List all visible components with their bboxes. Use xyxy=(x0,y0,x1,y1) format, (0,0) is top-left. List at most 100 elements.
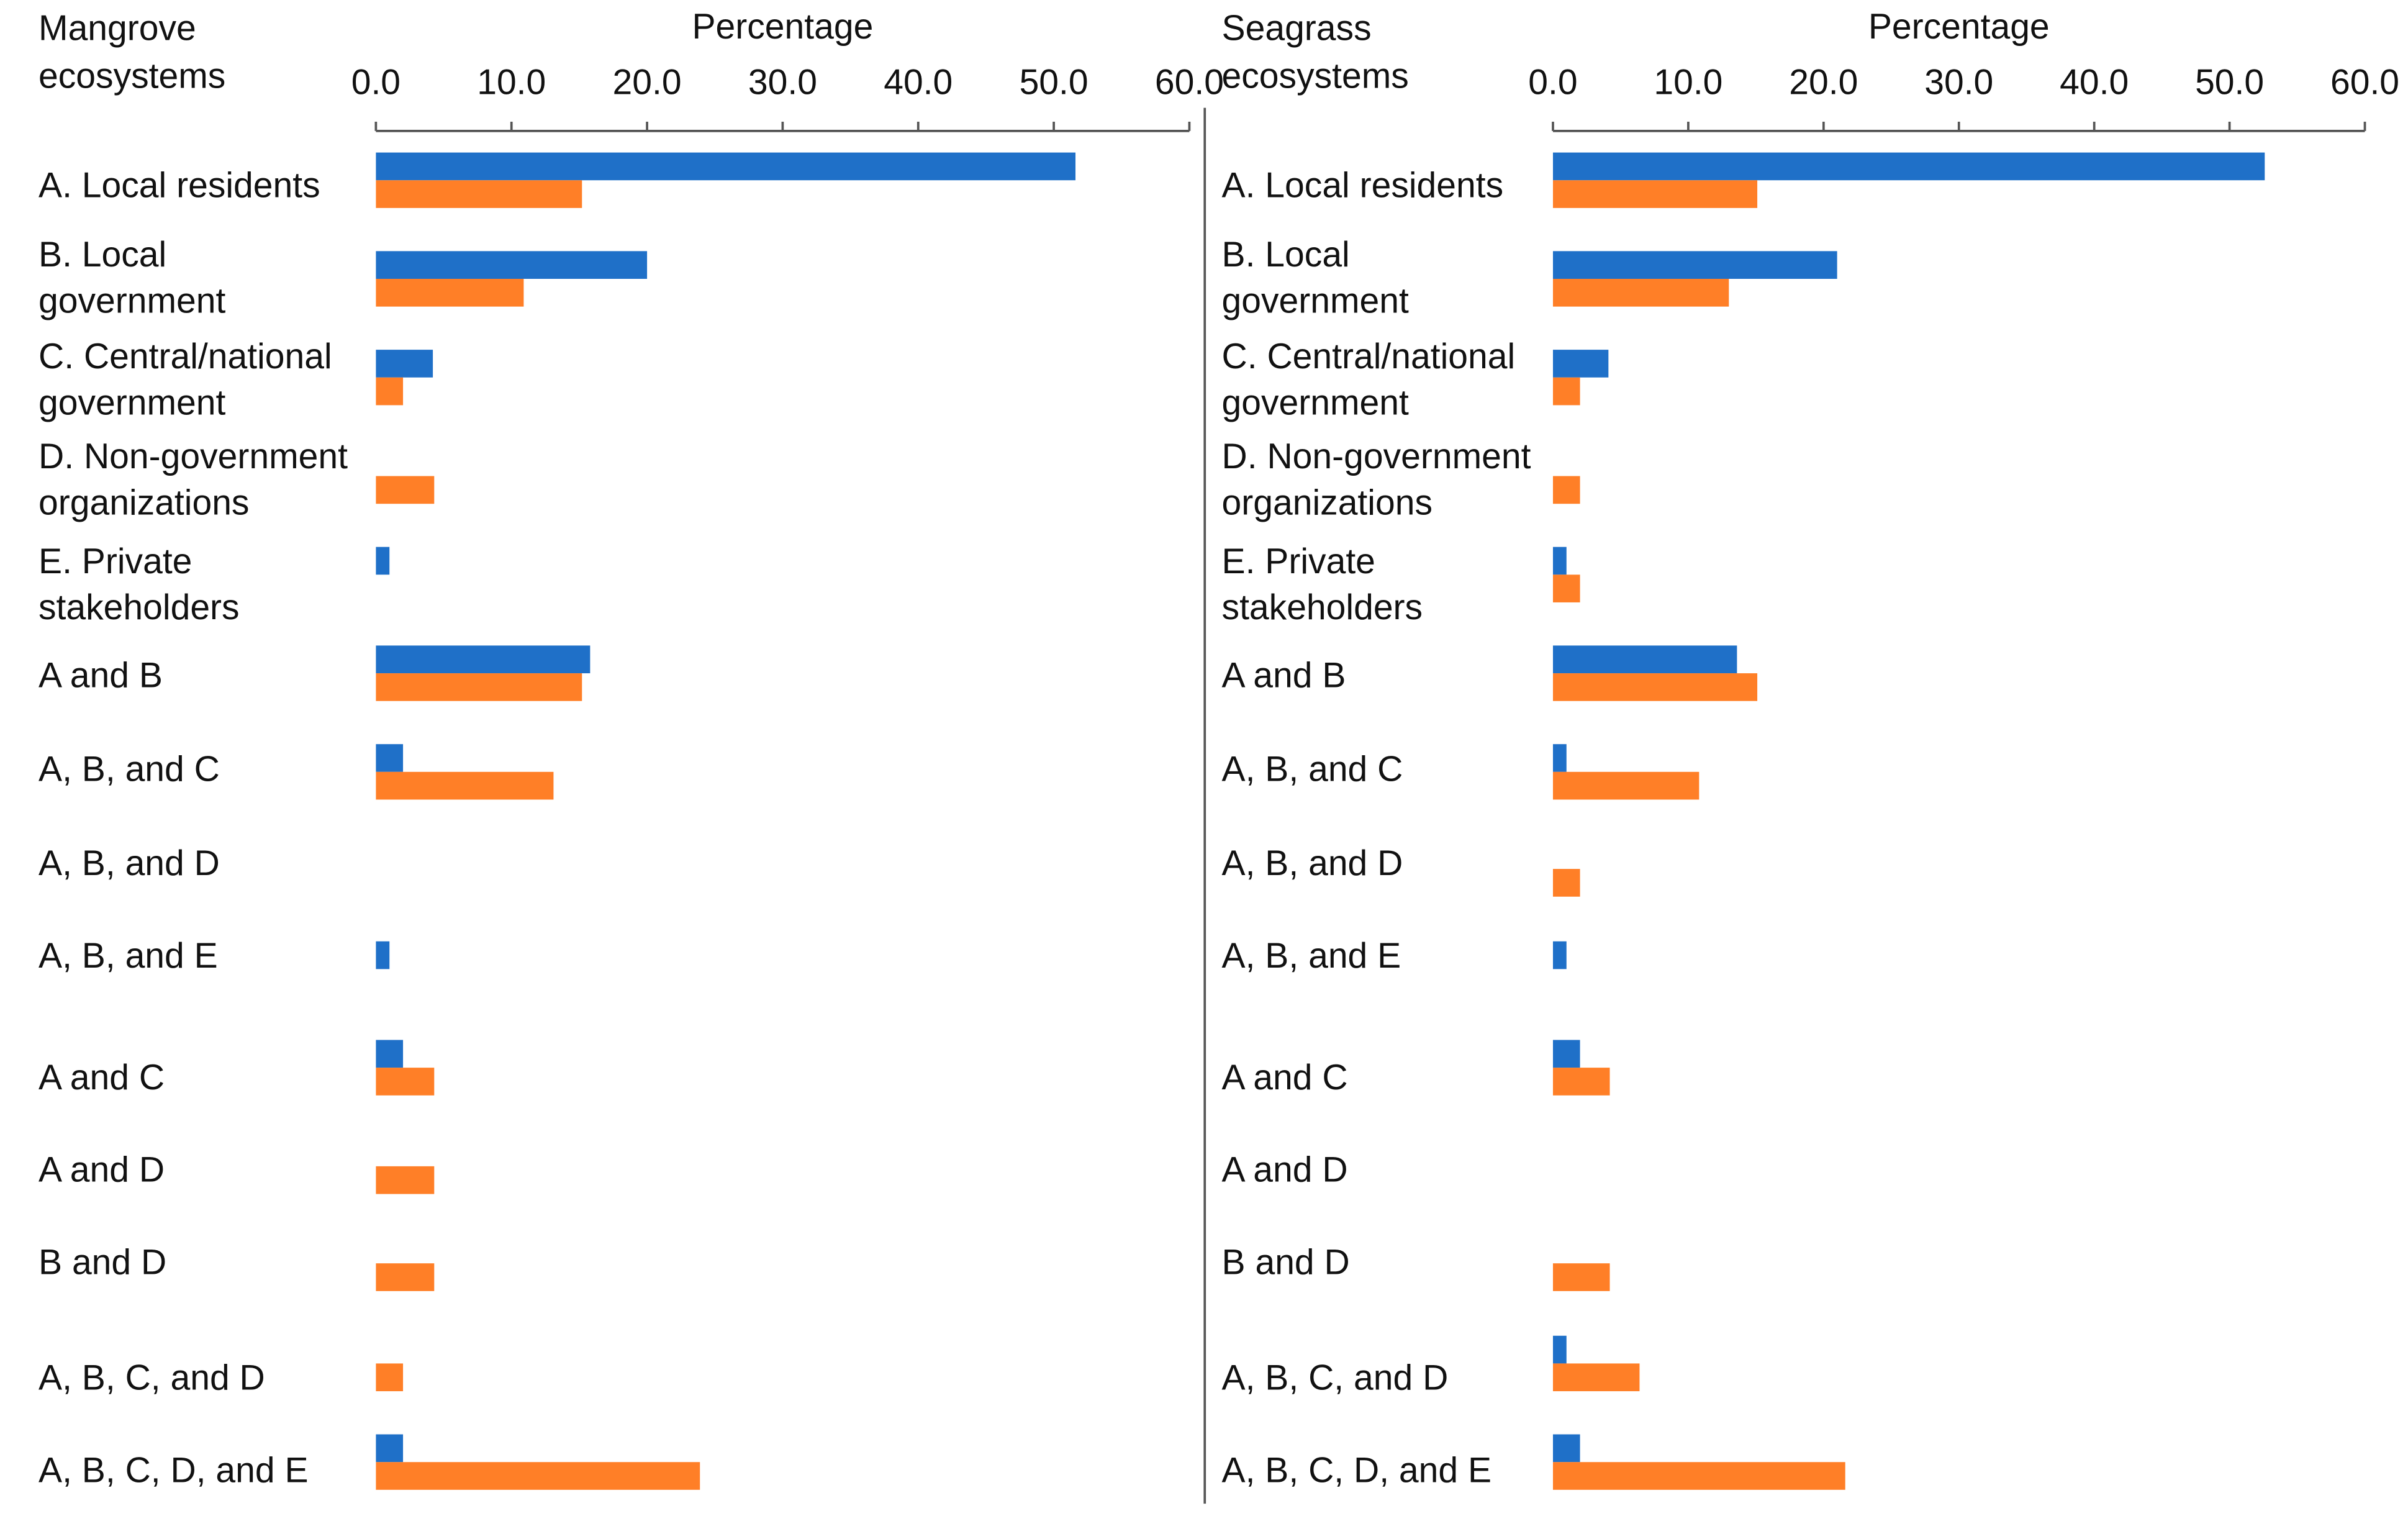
category-label: A. Local residents xyxy=(38,165,320,205)
category-label: A and D xyxy=(38,1149,165,1190)
panel-title-box: Seagrass ecosystems xyxy=(1221,7,1409,96)
category-label: A and B xyxy=(1221,655,1346,695)
category-label: B. Local government xyxy=(38,234,226,320)
bar xyxy=(376,377,404,406)
category-label-box: A and B xyxy=(38,655,163,694)
bar xyxy=(1552,251,1837,279)
bar xyxy=(376,279,524,307)
bar xyxy=(1552,645,1737,674)
category-label-box: A. Local residents xyxy=(38,165,320,205)
bar xyxy=(376,350,433,378)
x-axis-label: Percentage xyxy=(692,7,874,47)
category-label: E. Private stakeholders xyxy=(1221,540,1423,627)
category-label: B and D xyxy=(38,1241,167,1282)
bar xyxy=(1552,476,1580,504)
panel-title-box: Mangrove ecosystems xyxy=(38,7,225,95)
bar xyxy=(376,476,435,504)
bar xyxy=(376,941,390,969)
bar xyxy=(1552,673,1758,701)
category-label-box: A and B xyxy=(1221,655,1346,695)
bar xyxy=(1552,152,2265,181)
bar xyxy=(1552,1263,1610,1291)
bar xyxy=(1552,744,1567,772)
category-label-box: A, B, and E xyxy=(1221,935,1401,976)
category-label-box: E. Private stakeholders xyxy=(1221,540,1423,627)
bar xyxy=(376,1263,435,1291)
bar xyxy=(1552,1068,1610,1096)
category-label: D. Non-government organizations xyxy=(1221,436,1531,522)
bar xyxy=(376,1166,435,1194)
bar xyxy=(1552,869,1580,897)
bar xyxy=(1552,1363,1640,1392)
category-label: B and D xyxy=(1221,1241,1350,1282)
bar xyxy=(376,180,582,208)
bar xyxy=(376,771,554,800)
category-label-box: D. Non-government organizations xyxy=(38,436,348,522)
category-label: A and C xyxy=(1221,1056,1348,1097)
x-tick-label: 0.0 xyxy=(351,63,401,102)
bar xyxy=(376,1068,435,1096)
category-label-box: A, B, and D xyxy=(38,842,220,883)
category-label: C. Central/national government xyxy=(38,335,332,422)
category-label-box: B. Local government xyxy=(38,234,226,320)
category-label: A, B, and E xyxy=(38,935,218,976)
bar xyxy=(1552,941,1567,969)
category-label: C. Central/national government xyxy=(1221,335,1516,422)
category-label: A, B, and C xyxy=(38,748,220,789)
category-label: A, B, and D xyxy=(1221,842,1403,883)
x-tick-label: 30.0 xyxy=(748,63,817,102)
bar xyxy=(1552,1434,1580,1463)
x-tick-label: 20.0 xyxy=(613,63,682,102)
x-tick-label: 10.0 xyxy=(1654,63,1722,102)
bar xyxy=(1552,1462,1845,1490)
category-label-box: A, B, C, and D xyxy=(38,1357,265,1397)
category-label-box: A, B, C, and D xyxy=(1221,1357,1449,1397)
bar xyxy=(376,251,648,279)
category-label: D. Non-government organizations xyxy=(38,436,348,522)
x-tick-label: 60.0 xyxy=(1155,63,1224,102)
category-label-box: C. Central/national government xyxy=(1221,335,1516,422)
category-label-box: A and D xyxy=(38,1149,165,1190)
category-label: A, B, C, D, and E xyxy=(1221,1450,1492,1490)
category-label-box: A, B, and C xyxy=(1222,749,1403,789)
panel-title: Seagrass ecosystems xyxy=(1221,7,1409,96)
bar xyxy=(376,744,404,772)
category-label-box: D. Non-government organizations xyxy=(1221,436,1531,522)
category-label-box: A, B, and D xyxy=(1221,842,1403,883)
x-tick-label: 40.0 xyxy=(884,63,953,102)
category-label-box: A and D xyxy=(1222,1150,1348,1189)
bar xyxy=(376,1434,404,1463)
bar xyxy=(1552,350,1609,378)
bar xyxy=(1552,547,1567,575)
x-tick-label: 20.0 xyxy=(1789,63,1858,102)
x-tick-label: 50.0 xyxy=(2195,63,2264,102)
category-label: E. Private stakeholders xyxy=(38,540,240,627)
x-tick-label: 10.0 xyxy=(477,63,546,102)
x-tick-label: 0.0 xyxy=(1528,63,1577,102)
category-label-box: A, B, and E xyxy=(38,935,218,976)
category-label: A, B, C, and D xyxy=(1221,1357,1449,1397)
bar xyxy=(1552,574,1580,602)
category-label: A. Local residents xyxy=(1221,165,1504,205)
category-label: A, B, C, and D xyxy=(38,1357,265,1397)
bar xyxy=(1552,279,1729,307)
x-tick-label: 30.0 xyxy=(1924,63,1993,102)
bar xyxy=(376,1040,404,1068)
category-label-box: A and C xyxy=(38,1057,165,1097)
category-label: A, B, and D xyxy=(38,842,220,883)
category-label: A, B, C, D, and E xyxy=(38,1450,309,1490)
x-tick-label: 40.0 xyxy=(2060,63,2129,102)
category-label-box: A. Local residents xyxy=(1221,165,1504,205)
bar xyxy=(1552,377,1580,406)
bar xyxy=(376,547,390,575)
category-label: B. Local government xyxy=(1221,234,1409,320)
bar xyxy=(1552,1335,1567,1364)
category-label: A, B, and E xyxy=(1221,935,1401,976)
category-label-box: B and D xyxy=(38,1241,167,1282)
category-label-box: A, B, C, D, and E xyxy=(38,1450,309,1490)
bar xyxy=(376,1462,700,1490)
bar xyxy=(376,1363,404,1392)
x-tick-label: 60.0 xyxy=(2330,63,2399,102)
